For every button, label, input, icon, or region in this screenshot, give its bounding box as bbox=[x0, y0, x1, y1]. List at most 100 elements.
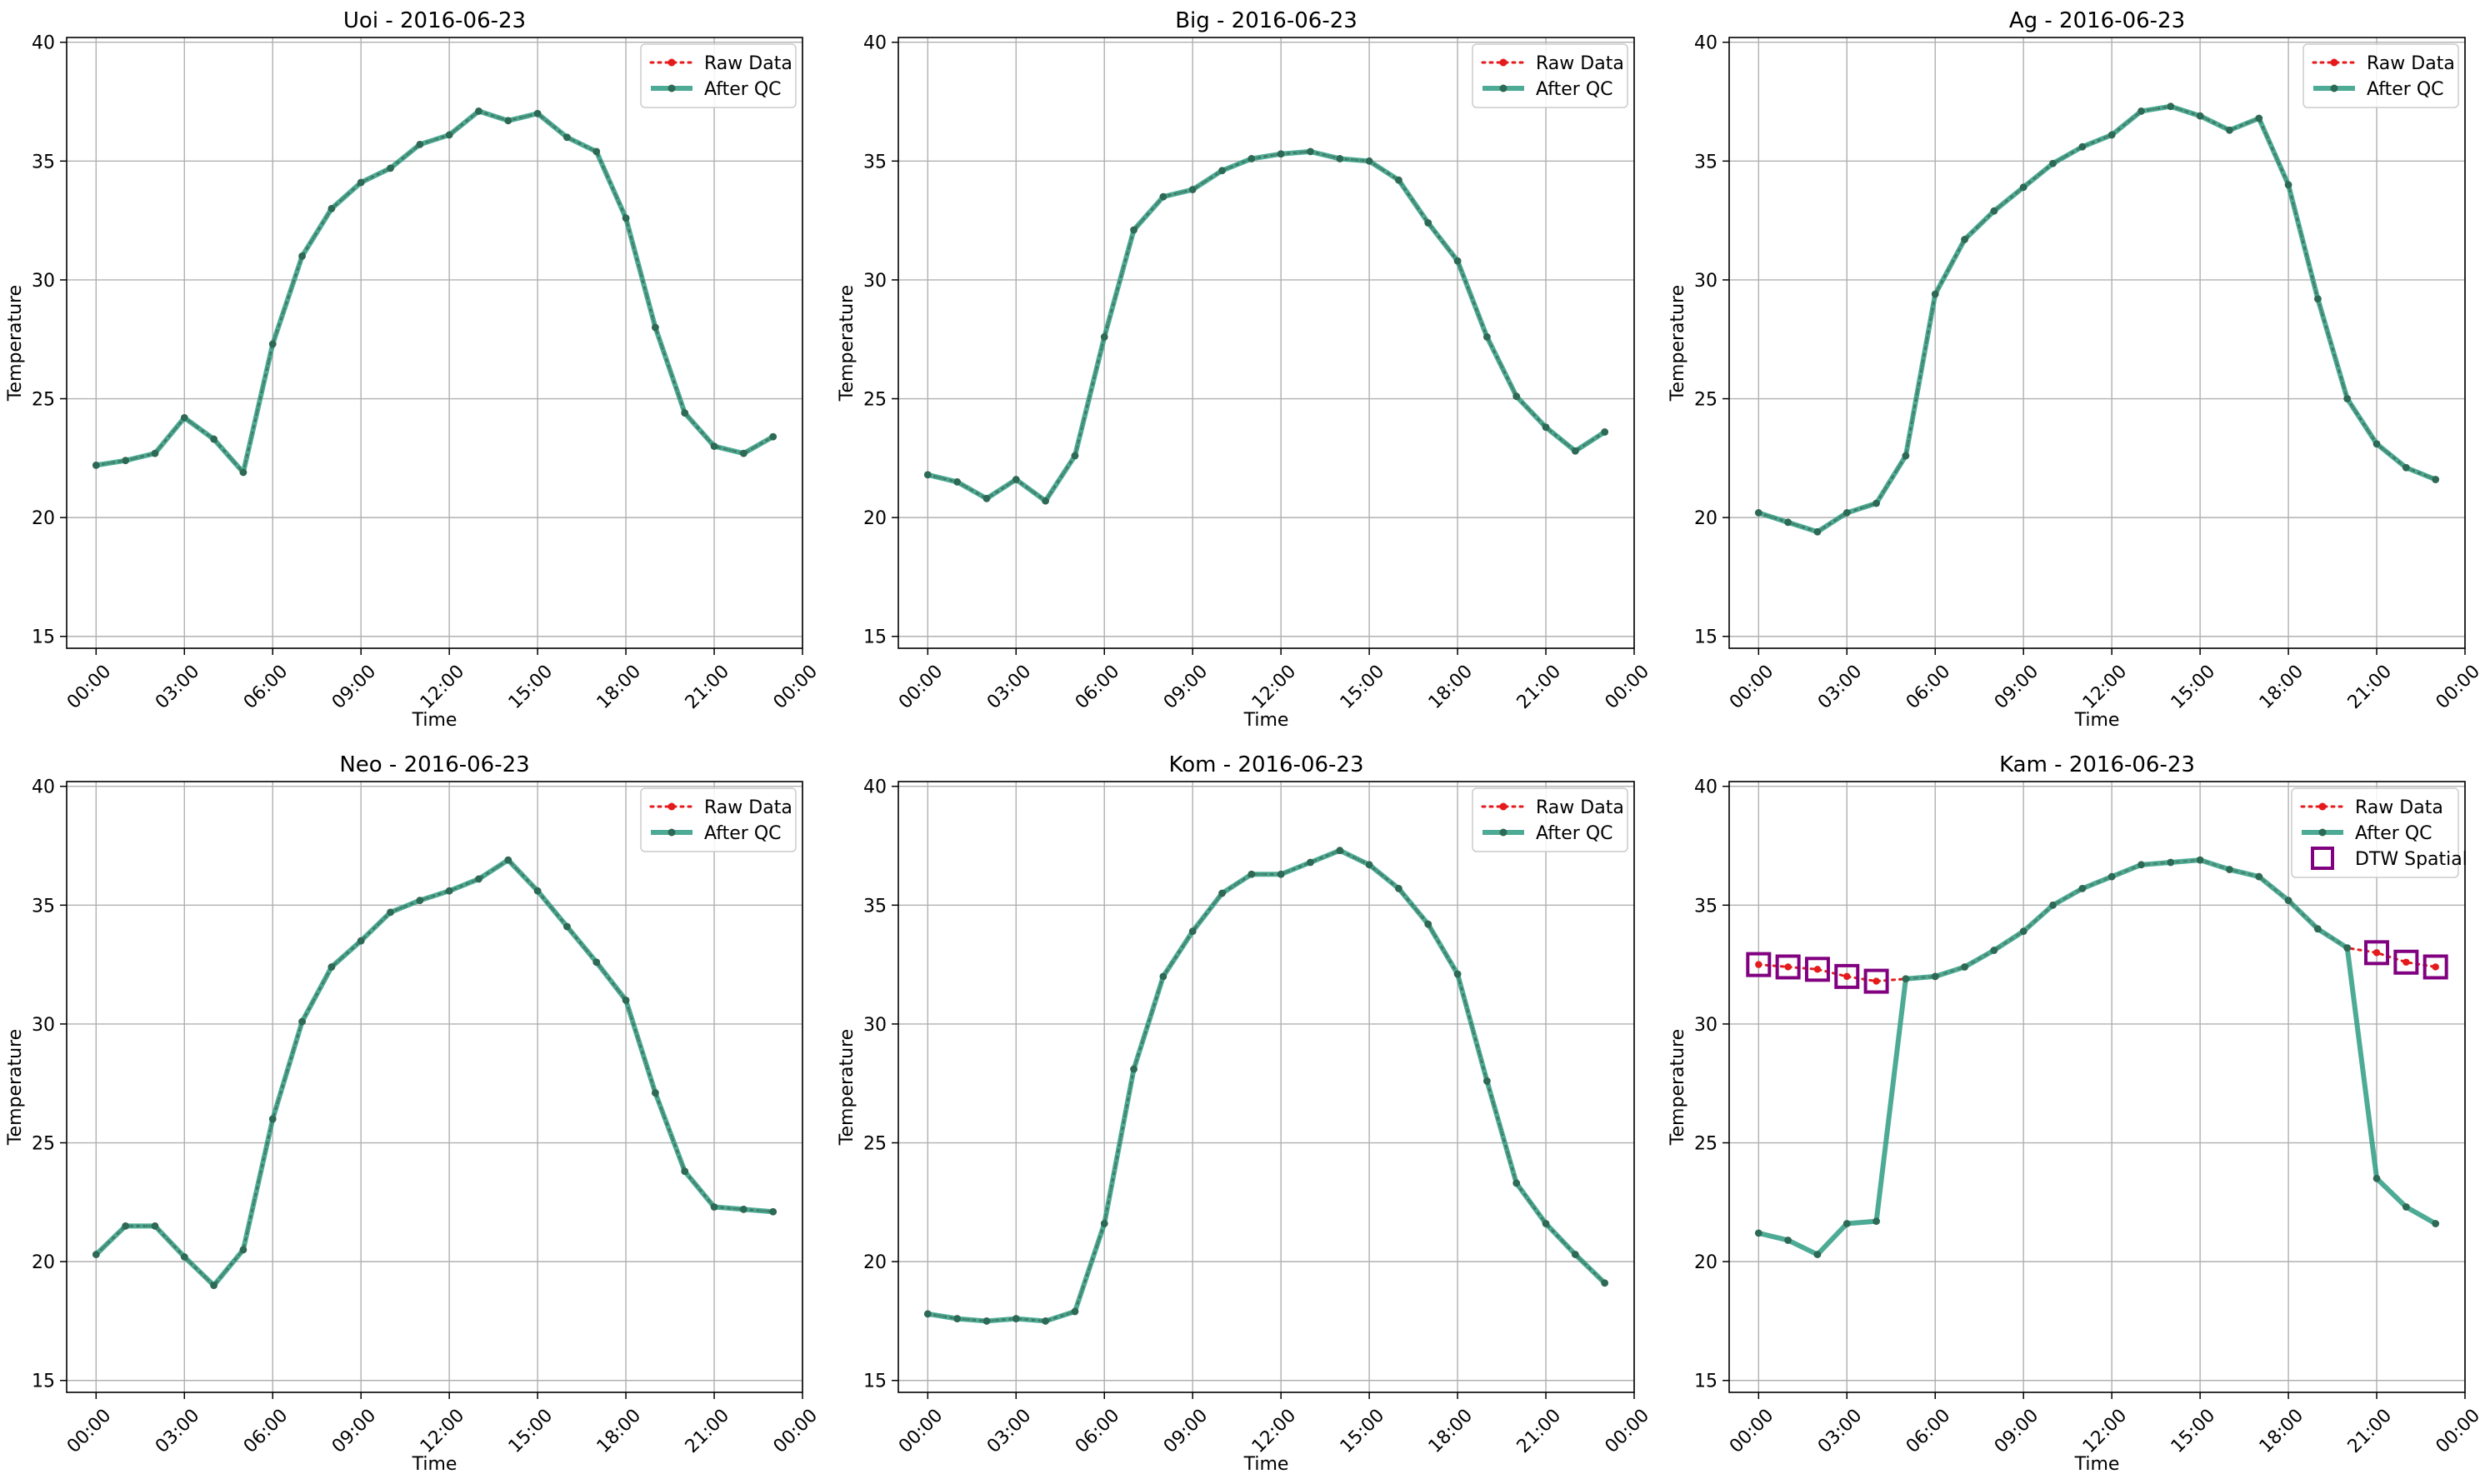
y-axis-label: Temperature bbox=[1668, 285, 1688, 402]
x-tick-label: 00:00 bbox=[2432, 661, 2485, 713]
y-tick-label: 25 bbox=[863, 1134, 887, 1155]
after-qc-point bbox=[268, 340, 277, 348]
x-tick-label: 03:00 bbox=[983, 661, 1036, 713]
x-tick-label: 09:00 bbox=[1160, 661, 1212, 713]
legend-qc-marker bbox=[1499, 828, 1508, 837]
plot-area bbox=[923, 847, 1609, 1325]
subplot-1: Uoi - 2016-06-23 15 20 25 30 35 40 00:00 03:00 06… bbox=[5, 8, 822, 731]
x-tick-label: 15:00 bbox=[2168, 661, 2220, 713]
after-qc-point bbox=[2343, 395, 2352, 402]
after-qc-point bbox=[475, 107, 482, 115]
after-qc-line bbox=[95, 108, 775, 475]
x-tick-label: 18:00 bbox=[593, 661, 646, 713]
y-tick-label: 40 bbox=[1694, 777, 1718, 798]
plot-area bbox=[1754, 102, 2440, 536]
legend-frame bbox=[1472, 43, 1628, 108]
after-qc-point bbox=[1277, 870, 1285, 878]
x-tick-label: 09:00 bbox=[1991, 1405, 2043, 1457]
raw-data-point bbox=[1843, 972, 1851, 981]
after-qc-point bbox=[592, 147, 601, 156]
x-tick-label: 12:00 bbox=[1248, 1405, 1301, 1457]
x-tick-label: 06:00 bbox=[1072, 661, 1124, 713]
x-tick-label: 12:00 bbox=[2079, 661, 2132, 713]
after-qc-point bbox=[710, 442, 718, 450]
axes-frame bbox=[1728, 781, 2466, 1393]
y-tick-label: 30 bbox=[32, 1015, 55, 1036]
legend-label: Raw Data bbox=[704, 797, 792, 818]
legend-label: Raw Data bbox=[704, 53, 792, 74]
legend-qc-marker bbox=[668, 84, 676, 92]
subplot-6: Kam - 2016-06-23 15 20 25 30 35 40 00:00 03:00 06… bbox=[1668, 752, 2484, 1475]
after-qc-point bbox=[1130, 1065, 1138, 1073]
x-tick-label: 18:00 bbox=[2256, 1405, 2308, 1457]
legend-qc-marker bbox=[668, 828, 676, 837]
y-tick-label: 30 bbox=[863, 271, 887, 292]
x-axis-label: Time bbox=[412, 1454, 458, 1475]
y-axis-label: Temperature bbox=[837, 1029, 858, 1146]
x-tick-label: 21:00 bbox=[1513, 661, 1566, 713]
after-qc-point bbox=[1042, 1317, 1049, 1325]
after-qc-point bbox=[298, 1017, 306, 1026]
after-qc-point bbox=[2108, 872, 2116, 881]
legend-raw-marker bbox=[1499, 802, 1508, 811]
chart-title: Kam - 2016-06-23 bbox=[1999, 752, 2195, 777]
after-qc-point bbox=[1277, 150, 1285, 158]
dtw-spatial-marker bbox=[2364, 940, 2390, 966]
y-tick-label: 30 bbox=[1694, 271, 1718, 292]
after-qc-point bbox=[1990, 207, 1998, 215]
x-tick-label: 21:00 bbox=[1513, 1405, 1566, 1457]
after-qc-point bbox=[1902, 452, 1910, 460]
x-tick-label: 18:00 bbox=[593, 1405, 646, 1457]
x-axis-label: Time bbox=[2074, 1454, 2120, 1475]
after-qc-point bbox=[2255, 114, 2263, 122]
x-axis-label: Time bbox=[1243, 710, 1289, 731]
after-qc-line bbox=[927, 847, 1607, 1324]
x-tick-label: 09:00 bbox=[328, 1405, 381, 1457]
y-tick-label: 20 bbox=[32, 1252, 55, 1273]
after-qc-point bbox=[475, 875, 482, 883]
after-qc-point bbox=[2078, 884, 2087, 892]
after-qc-point bbox=[416, 140, 424, 148]
after-qc-point bbox=[180, 1253, 188, 1261]
after-qc-point bbox=[445, 887, 453, 895]
subplot-3: Ag - 2016-06-23 15 20 25 30 35 40 00:00 03:00 06:… bbox=[1668, 8, 2484, 731]
raw-data-point bbox=[2372, 949, 2381, 957]
after-qc-point bbox=[2196, 112, 2204, 120]
after-qc-point bbox=[1872, 499, 1881, 507]
y-tick-label: 15 bbox=[863, 1372, 887, 1392]
after-qc-point bbox=[357, 178, 365, 187]
dtw-spatial-marker bbox=[1863, 968, 1889, 994]
x-tick-label: 09:00 bbox=[328, 661, 381, 713]
dtw-spatial-marker bbox=[1804, 957, 1830, 982]
legend: Raw Data After QC DTW Spatial bbox=[2291, 787, 2468, 878]
after-qc-point bbox=[1453, 970, 1462, 978]
after-qc-line bbox=[927, 148, 1607, 504]
legend-label: After QC bbox=[1536, 823, 1613, 844]
legend-label: After QC bbox=[2367, 79, 2444, 100]
after-qc-point bbox=[923, 471, 932, 479]
plot-area bbox=[923, 147, 1609, 505]
legend-label: After QC bbox=[704, 79, 782, 100]
x-tick-label: 06:00 bbox=[240, 1405, 292, 1457]
y-tick-label: 35 bbox=[863, 896, 887, 917]
y-axis-label: Temperature bbox=[837, 285, 858, 402]
y-tick-label: 35 bbox=[1694, 152, 1718, 172]
x-tick-label: 09:00 bbox=[1991, 661, 2043, 713]
legend: Raw Data After QC bbox=[2302, 43, 2459, 108]
after-qc-point bbox=[2019, 927, 2028, 936]
x-tick-label: 15:00 bbox=[1337, 1405, 1389, 1457]
y-tick-label: 30 bbox=[32, 271, 55, 292]
x-tick-label: 03:00 bbox=[1814, 1405, 1867, 1457]
x-tick-label: 00:00 bbox=[770, 1405, 822, 1457]
x-tick-label: 00:00 bbox=[63, 1405, 116, 1457]
after-qc-point bbox=[1483, 1077, 1491, 1085]
after-qc-point bbox=[151, 449, 159, 457]
after-qc-point bbox=[1931, 972, 1939, 981]
after-qc-point bbox=[2284, 181, 2292, 189]
raw-data-line bbox=[1757, 105, 2438, 533]
dtw-spatial-marker bbox=[2422, 954, 2448, 980]
legend-raw-marker bbox=[2318, 802, 2327, 811]
after-qc-point bbox=[2343, 944, 2352, 952]
legend-frame bbox=[2302, 43, 2459, 108]
